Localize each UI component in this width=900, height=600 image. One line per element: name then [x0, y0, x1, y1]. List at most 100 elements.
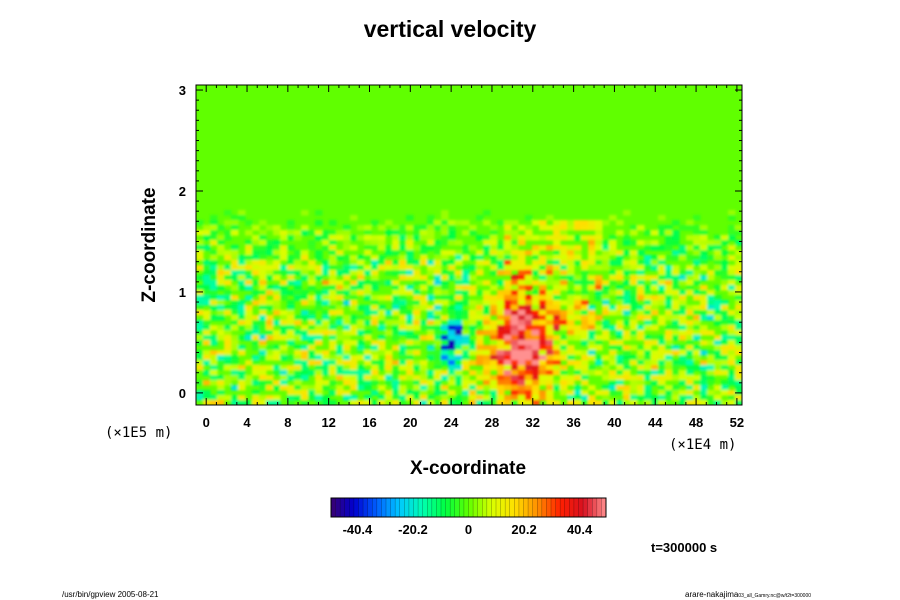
colorbar-swatch	[399, 498, 405, 517]
colorbar-swatch	[601, 498, 607, 517]
colorbar-swatch	[404, 498, 410, 517]
colorbar-tick-label: 0	[465, 522, 472, 537]
colorbar-swatch	[353, 498, 359, 517]
colorbar-tick-label: -20.2	[398, 522, 428, 537]
footer-right-text: arare-nakajima03_all_Gamry.nc@w/t2t=3000…	[685, 590, 811, 599]
colorbar-swatch	[592, 498, 598, 517]
colorbar-swatch	[569, 498, 575, 517]
y-tick-label: 3	[179, 83, 186, 98]
x-axis-ticks: 0 4 8 12 16 20 24 28 32 36 40 44 48 52	[203, 85, 744, 430]
colorbar-swatch	[445, 498, 451, 517]
colorbar-frame	[330, 497, 607, 518]
x-tick-label: 48	[689, 415, 703, 430]
x-tick-label: 36	[566, 415, 580, 430]
colorbar-swatch	[468, 498, 474, 517]
colorbar-swatch	[413, 498, 419, 517]
x-tick-label: 24	[444, 415, 459, 430]
footer-right-main: arare-nakajima	[685, 590, 739, 599]
colorbar-swatch	[331, 498, 336, 517]
colorbar-swatch	[340, 498, 346, 517]
colorbar-swatch	[491, 498, 497, 517]
colorbar-swatch	[431, 498, 437, 517]
colorbar-swatch	[486, 498, 492, 517]
x-tick-label: 40	[607, 415, 621, 430]
colorbar-swatch	[335, 498, 341, 517]
x-tick-label: 44	[648, 415, 663, 430]
colorbar-swatch	[477, 498, 483, 517]
colorbar-swatch	[395, 498, 401, 517]
x-axis-label: X-coordinate	[409, 458, 527, 479]
colorbar-swatch	[555, 498, 561, 517]
colorbar-swatch	[587, 498, 593, 517]
colorbar-swatch	[427, 498, 433, 517]
colorbar-swatch	[441, 498, 446, 517]
x-tick-label: 12	[321, 415, 335, 430]
y-axis-unit: (×1E5 m)	[105, 425, 173, 441]
x-tick-label: 28	[485, 415, 499, 430]
footer-right-sub: 03_all_Gamry.nc@w/t2t=300000	[738, 593, 812, 599]
colorbar-swatch	[596, 498, 602, 517]
colorbar-swatch	[473, 498, 478, 517]
colorbar-swatch	[363, 498, 368, 517]
colorbar-swatch	[583, 498, 588, 517]
x-axis-unit: (×1E4 m)	[669, 437, 737, 453]
colorbar-swatch	[386, 498, 391, 517]
colorbar-swatch	[422, 498, 428, 517]
colorbar-tick-label: 40.4	[567, 522, 593, 537]
heatmap-field	[196, 85, 742, 405]
colorbar-swatch	[436, 498, 442, 517]
colorbar-swatch	[551, 498, 556, 517]
colorbar-swatch	[523, 498, 529, 517]
colorbar-tick-label: -40.4	[343, 522, 373, 537]
colorbar-swatch	[459, 498, 465, 517]
colorbar-swatch	[381, 498, 387, 517]
colorbar-swatch	[564, 498, 570, 517]
colorbar-swatch	[349, 498, 355, 517]
y-tick-label: 1	[179, 285, 186, 300]
colorbar-swatch	[454, 498, 460, 517]
colorbar-swatch	[367, 498, 373, 517]
y-axis-ticks: 0 1 2 3	[179, 83, 742, 401]
colorbar-swatch	[496, 498, 501, 517]
time-annotation: t=300000 s	[651, 540, 718, 555]
footer-left-text: /usr/bin/gpview 2005-08-21	[62, 590, 159, 599]
chart-title: vertical velocity	[363, 16, 537, 42]
colorbar-tick-label: 20.2	[511, 522, 536, 537]
colorbar-swatch	[509, 498, 515, 517]
x-tick-label: 20	[403, 415, 417, 430]
colorbar-swatch	[518, 498, 524, 517]
colorbar-swatch	[408, 498, 414, 517]
colorbar-swatch	[450, 498, 456, 517]
colorbar-swatch	[358, 498, 364, 517]
x-tick-label: 32	[526, 415, 540, 430]
x-tick-label: 52	[730, 415, 744, 430]
colorbar-swatch	[505, 498, 511, 517]
x-tick-label: 8	[284, 415, 291, 430]
colorbar-swatch	[537, 498, 543, 517]
colorbar-swatch	[418, 498, 423, 517]
x-tick-label: 0	[203, 415, 210, 430]
y-tick-label: 2	[179, 184, 186, 199]
colorbar: -40.4 -20.2 0 20.2 40.4	[330, 497, 607, 537]
colorbar-swatch	[573, 498, 579, 517]
x-tick-label: 16	[362, 415, 376, 430]
colorbar-swatch	[528, 498, 533, 517]
plot-frame	[195, 84, 743, 406]
y-tick-label: 0	[179, 386, 186, 401]
x-tick-label: 4	[243, 415, 251, 430]
colorbar-swatch	[372, 498, 378, 517]
colorbar-swatch	[541, 498, 547, 517]
colorbar-swatch	[376, 498, 382, 517]
colorbar-swatch	[532, 498, 538, 517]
colorbar-swatch	[482, 498, 488, 517]
colorbar-swatch	[500, 498, 506, 517]
colorbar-swatch	[560, 498, 566, 517]
colorbar-swatch	[578, 498, 584, 517]
colorbar-swatch	[514, 498, 520, 517]
colorbar-swatch	[344, 498, 350, 517]
colorbar-swatch	[546, 498, 552, 517]
colorbar-swatch	[463, 498, 469, 517]
colorbar-swatch	[390, 498, 396, 517]
